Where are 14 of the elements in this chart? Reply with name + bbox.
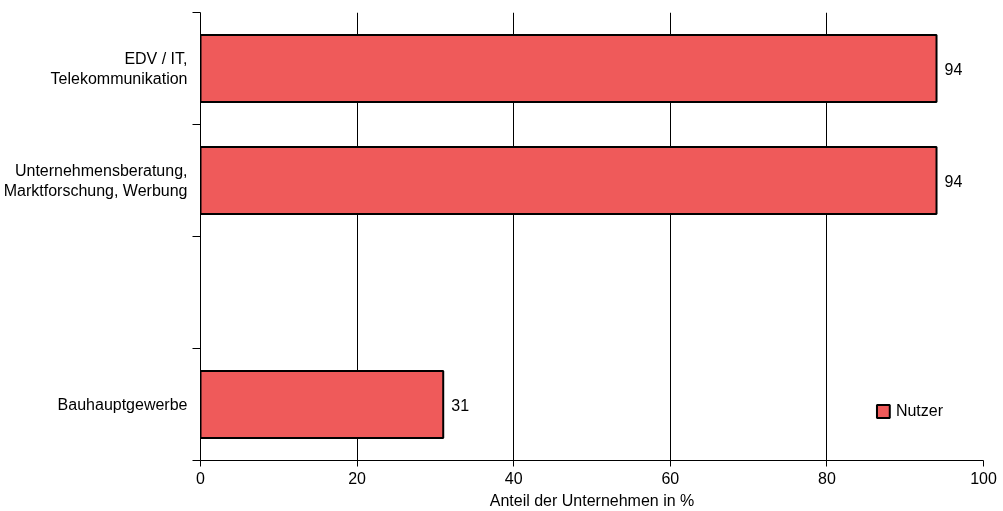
x-tick-label: 0 xyxy=(196,469,206,487)
y-tick-label: Unternehmensberatung, Marktforschung, Werbung xyxy=(3,161,188,200)
x-tick-label: 20 xyxy=(348,469,367,487)
legend-label: Nutzer xyxy=(895,402,943,420)
x-tick-label: 100 xyxy=(970,469,997,487)
y-tick-label: Bauhauptgewerbe xyxy=(57,396,188,413)
y-tick-label: EDV / IT, Telekommunikation xyxy=(50,49,188,88)
data-label: 94 xyxy=(944,172,963,190)
x-tick-label: 60 xyxy=(661,469,680,487)
data-label: 94 xyxy=(944,60,963,78)
x-tick-label: 80 xyxy=(818,469,836,487)
x-axis-title: Anteil der Unternehmen in % xyxy=(489,491,695,509)
data-label: 31 xyxy=(451,396,470,414)
x-tick-label: 40 xyxy=(504,469,523,487)
